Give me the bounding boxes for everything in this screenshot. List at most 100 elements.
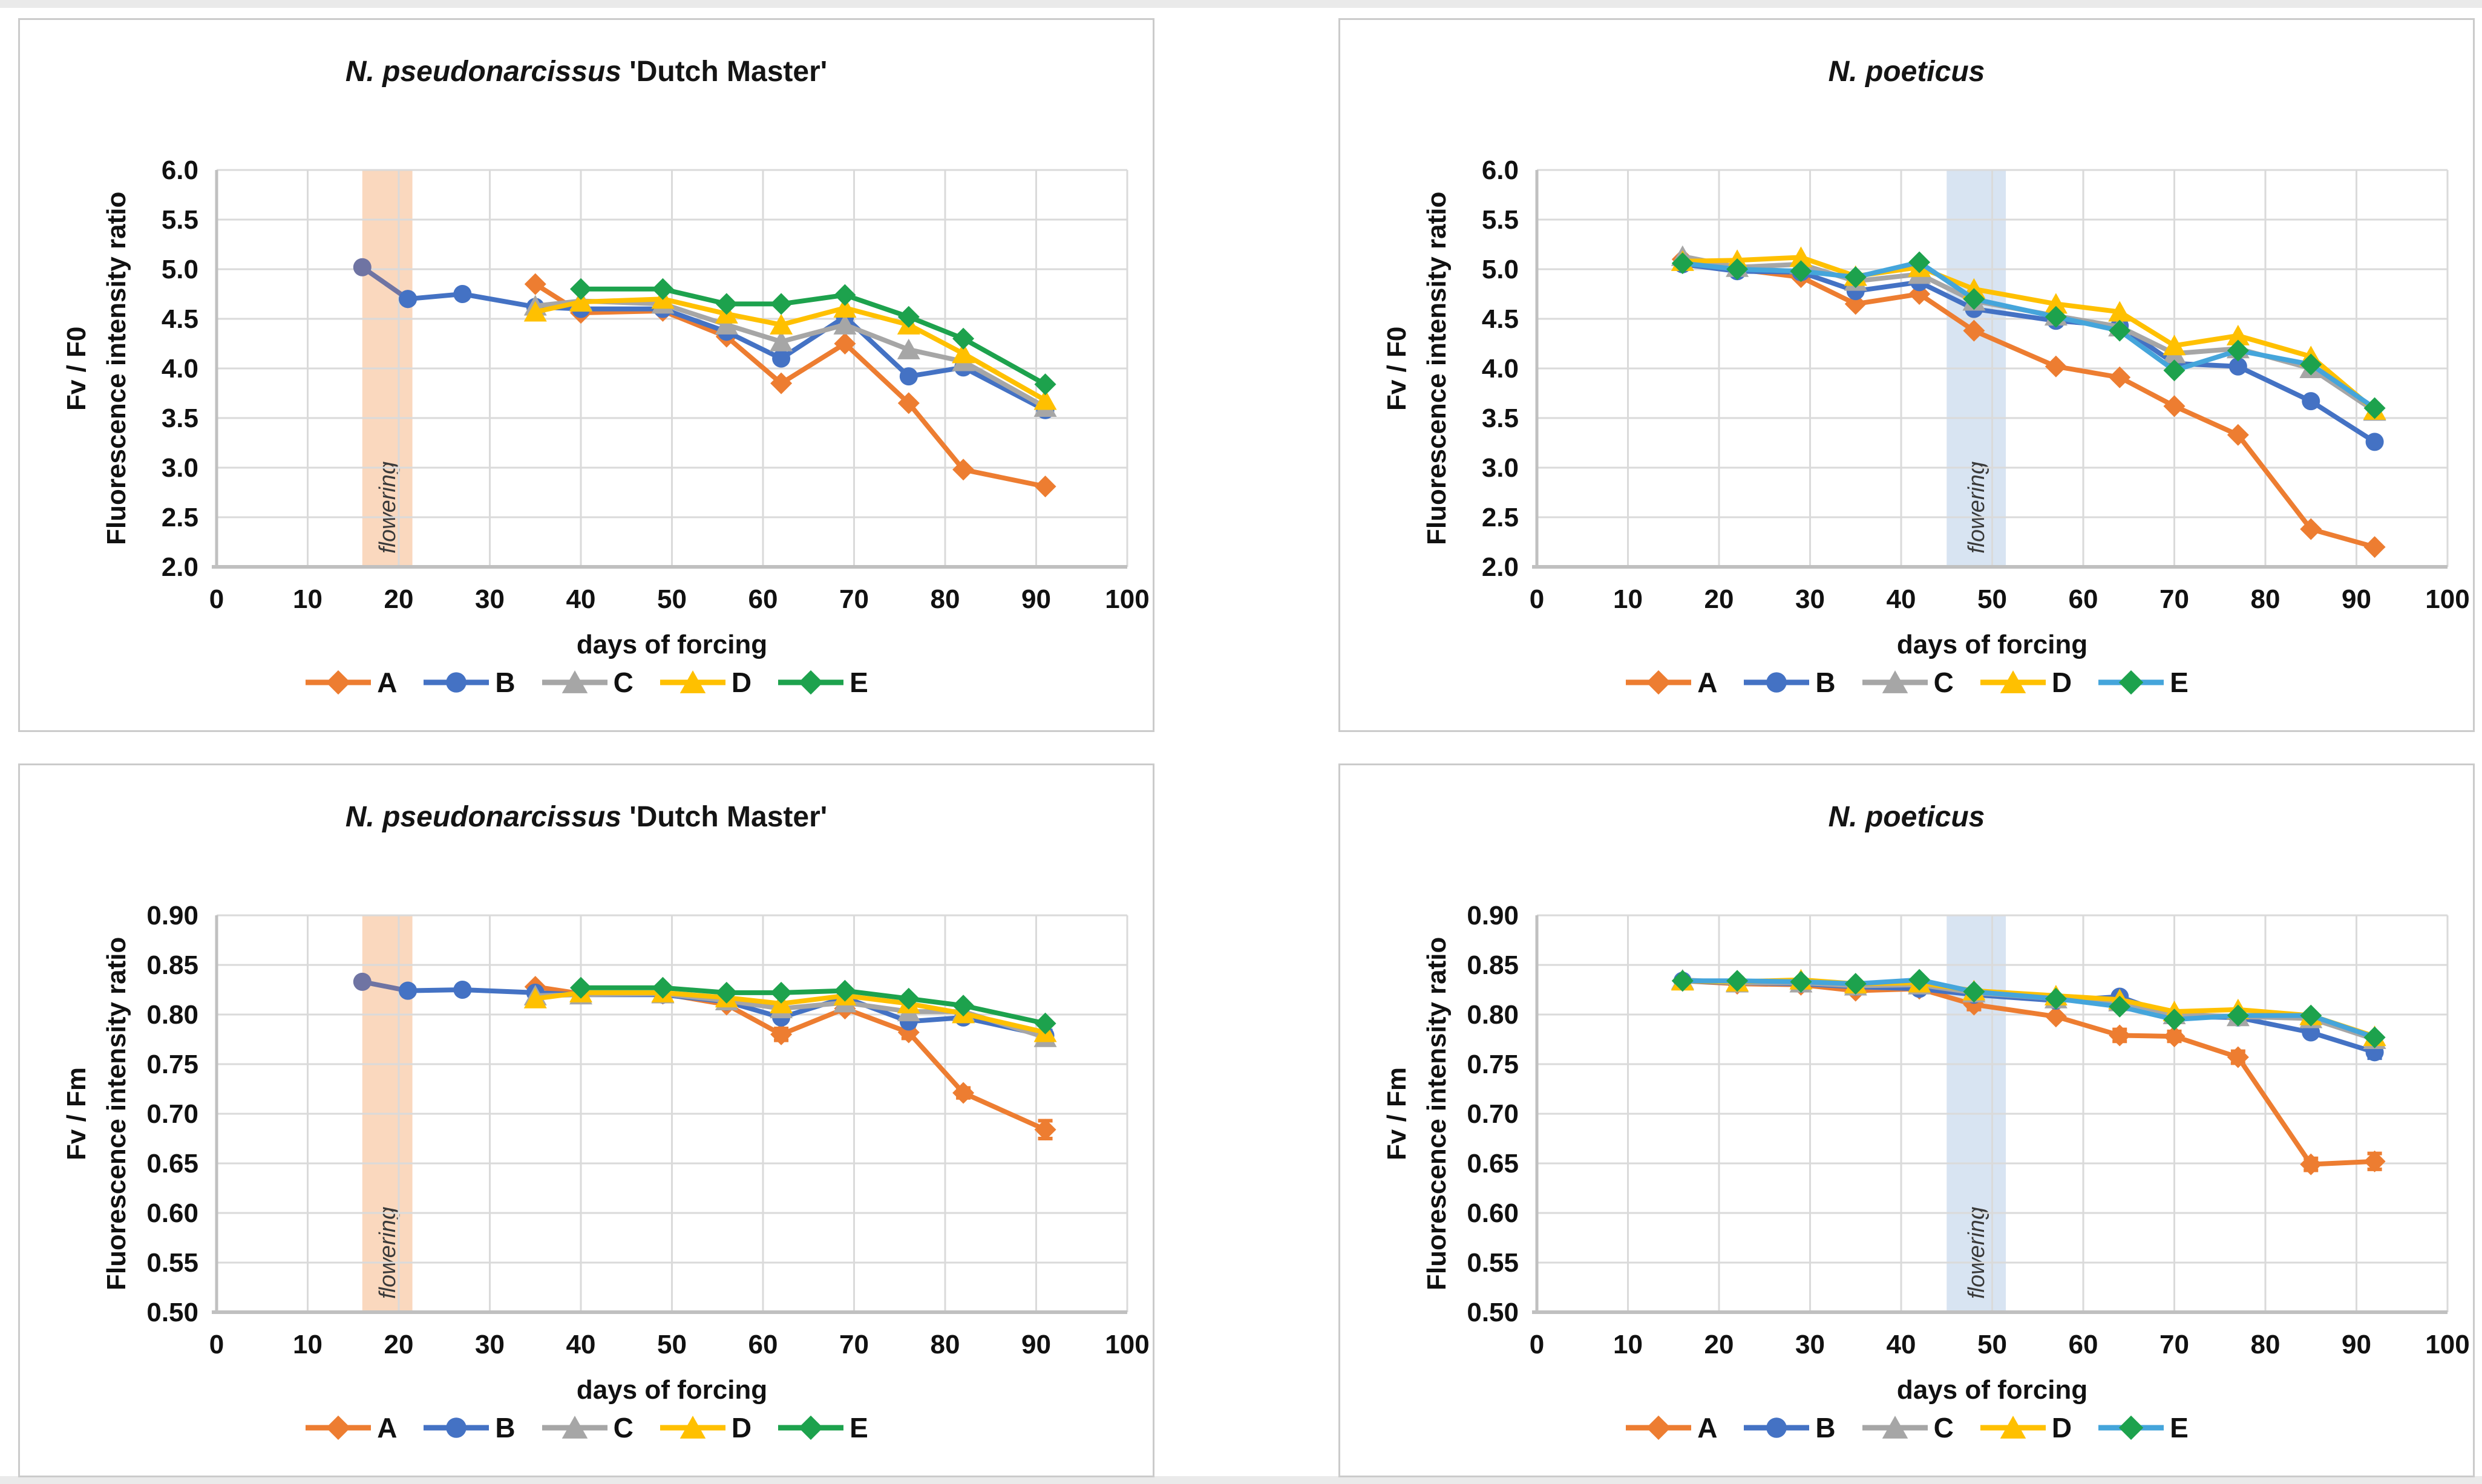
legend-label: B: [495, 1412, 516, 1443]
x-tick-label: 0: [1530, 584, 1544, 614]
data-point-marker: [770, 313, 793, 335]
data-point-marker: [2118, 670, 2144, 695]
x-tick-label: 30: [1795, 1330, 1825, 1359]
data-point-marker: [1726, 970, 1749, 992]
legend-label: D: [2051, 667, 2072, 698]
x-tick-label: 100: [1105, 584, 1149, 614]
data-point-marker: [2044, 293, 2068, 314]
x-tick-label: 40: [1887, 584, 1916, 614]
x-axis-label: days of forcing: [576, 630, 768, 659]
x-tick-label: 80: [931, 584, 960, 614]
data-point-marker: [2045, 987, 2067, 1010]
gridlines: [215, 914, 1128, 1313]
legend-item-E: E: [2097, 1411, 2189, 1444]
data-point-marker: [1766, 1417, 1787, 1438]
legend-item-D: D: [659, 1411, 751, 1444]
y-tick-label: 4.5: [162, 304, 198, 334]
x-tick-label: 70: [2159, 1330, 2189, 1359]
legend-label: C: [1933, 667, 1954, 698]
data-point-marker: [1671, 970, 1694, 992]
x-tick-label: 90: [2342, 1330, 2371, 1359]
chart-title-species: N. pseudonarcissus: [345, 801, 621, 833]
x-tick-label: 40: [566, 584, 596, 614]
y-tick-label: 0.85: [146, 950, 198, 980]
line-chart: flowering 2.0 2.5 3.0 3.5 4.0 4.5 5.0 5.5 6.0 0 10 2…: [1482, 155, 2470, 614]
chart-panel-fvf0-dutch-master: N. pseudonarcissus 'Dutch Master' Fv / F…: [18, 18, 1154, 732]
x-tick-label: 10: [1613, 1330, 1643, 1359]
data-point-marker: [2045, 306, 2067, 328]
legend-swatch-D: [1980, 670, 2046, 693]
y-tick-label: 4.0: [162, 354, 198, 384]
data-point-marker: [798, 1415, 824, 1440]
x-tick-label: 90: [2342, 584, 2371, 614]
x-tick-label: 20: [384, 1330, 414, 1359]
page-bottom-edge: [0, 1476, 2482, 1484]
chart-title: N. pseudonarcissus 'Dutch Master': [20, 55, 1153, 88]
x-tick-label: 80: [2251, 1330, 2281, 1359]
data-point-marker: [798, 670, 824, 695]
chart-legend: A B C D E: [20, 666, 1153, 699]
chart-title-species: N. poeticus: [1828, 56, 1985, 88]
x-tick-label: 40: [1887, 1330, 1916, 1359]
legend-label: A: [1697, 1412, 1718, 1443]
data-point-marker: [1963, 319, 1985, 342]
data-point-marker: [2109, 1024, 2131, 1047]
data-point-marker: [834, 979, 856, 1002]
data-point-marker: [1882, 1416, 1908, 1439]
data-point-marker: [2045, 355, 2067, 378]
y-tick-label: 3.5: [1482, 404, 1519, 433]
legend-item-C: C: [541, 1411, 634, 1444]
x-tick-label: 100: [2425, 584, 2469, 614]
data-point-marker: [570, 278, 592, 300]
y-tick-label: 3.5: [162, 404, 198, 433]
gridlines: [1536, 914, 2449, 1313]
line-chart: flowering 2.0 2.5 3.0 3.5 4.0 4.5 5.0 5.5 6.0 0 10 2…: [162, 155, 1150, 614]
legend-label: C: [613, 1412, 634, 1443]
legend-swatch-E: [2098, 1415, 2164, 1440]
line-chart: flowering 0.50 0.55 0.60 0.65 0.70 0.75 0.80 0.8…: [1467, 901, 2469, 1359]
data-point-marker: [524, 273, 546, 295]
legend-label: E: [2170, 1412, 2189, 1443]
legend-swatch-D: [1980, 1416, 2046, 1439]
flowering-band-label: flowering: [1964, 462, 1989, 554]
data-point-marker: [1844, 973, 1867, 995]
data-point-marker: [1790, 970, 1812, 993]
x-tick-label: 60: [2069, 584, 2098, 614]
data-point-marker: [2363, 536, 2386, 558]
y-tick-label: 2.0: [1482, 552, 1519, 582]
legend-item-A: A: [304, 1411, 397, 1444]
legend-label: D: [731, 1412, 752, 1443]
data-point-marker: [1908, 969, 1931, 991]
legend-label: D: [2051, 1412, 2072, 1443]
data-point-marker: [399, 981, 417, 1000]
chart-panel-fvf0-poeticus: N. poeticus Fv / F0 Fluorescence intensi…: [1338, 18, 2475, 732]
data-point-marker: [2226, 324, 2250, 345]
x-tick-label: 30: [1795, 584, 1825, 614]
y-tick-label: 0.60: [146, 1198, 198, 1228]
data-point-marker: [2227, 1046, 2249, 1068]
legend-label: D: [731, 667, 752, 698]
y-tick-label: 0.65: [1467, 1149, 1519, 1178]
data-point-marker: [353, 258, 372, 276]
data-point-marker: [952, 459, 975, 481]
x-axis-label: days of forcing: [1896, 630, 2088, 659]
data-point-marker: [2302, 392, 2320, 411]
data-point-marker: [772, 349, 791, 368]
data-point-marker: [1908, 251, 1931, 273]
chart-legend: A B C D E: [20, 1411, 1153, 1444]
x-tick-label: 80: [931, 1330, 960, 1359]
legend-item-A: A: [1625, 1411, 1717, 1444]
legend-swatch-C: [1862, 1416, 1928, 1439]
legend-item-B: B: [422, 666, 516, 699]
y-tick-label: 0.70: [146, 1099, 198, 1129]
legend-swatch-B: [424, 1417, 490, 1438]
x-tick-label: 30: [475, 1330, 505, 1359]
data-point-marker: [715, 981, 738, 1004]
y-tick-label: 0.60: [1467, 1198, 1519, 1228]
legend-item-A: A: [304, 666, 397, 699]
data-point-marker: [715, 313, 738, 335]
data-point-marker: [1789, 246, 1813, 267]
legend-item-B: B: [1743, 666, 1836, 699]
y-tick-label: 4.0: [1482, 354, 1519, 384]
y-tick-label: 0.55: [1467, 1248, 1519, 1278]
